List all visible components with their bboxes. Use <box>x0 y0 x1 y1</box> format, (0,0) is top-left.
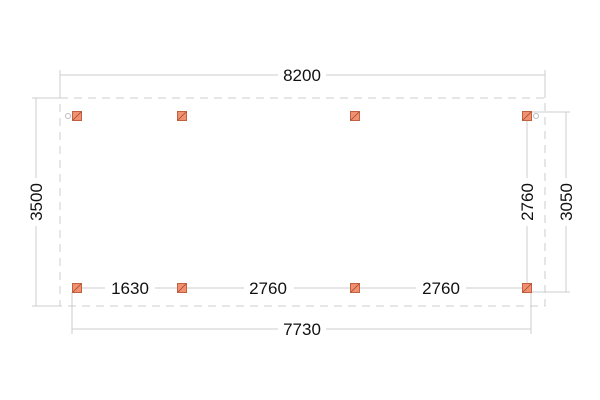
posts <box>72 111 532 293</box>
post <box>177 111 187 121</box>
dimension-spans: 1630 2760 2760 <box>77 278 527 298</box>
corner-marker <box>65 113 71 119</box>
post <box>522 111 532 121</box>
dimension-post-depth-outer: 3050 <box>532 111 576 293</box>
corner-marker <box>533 113 539 119</box>
dimension-post-span-total: 7730 <box>71 292 532 339</box>
dimension-overall-depth: 3500 <box>26 97 60 307</box>
post <box>72 111 82 121</box>
dimension-label: 7730 <box>283 320 321 339</box>
post <box>350 283 360 293</box>
span-label: 2760 <box>422 279 460 298</box>
post <box>522 283 532 293</box>
dimension-overall-width: 8200 <box>59 64 546 98</box>
dimension-label: 3050 <box>557 183 576 221</box>
dimension-label: 2760 <box>518 183 537 221</box>
span-label: 2760 <box>249 279 287 298</box>
roof-outline <box>59 97 546 307</box>
post <box>350 111 360 121</box>
dimension-label: 8200 <box>283 66 321 85</box>
dimension-label: 3500 <box>27 183 46 221</box>
span-label: 1630 <box>111 279 149 298</box>
post <box>72 283 82 293</box>
dimension-post-depth-inner: 2760 <box>517 121 537 283</box>
post <box>177 283 187 293</box>
